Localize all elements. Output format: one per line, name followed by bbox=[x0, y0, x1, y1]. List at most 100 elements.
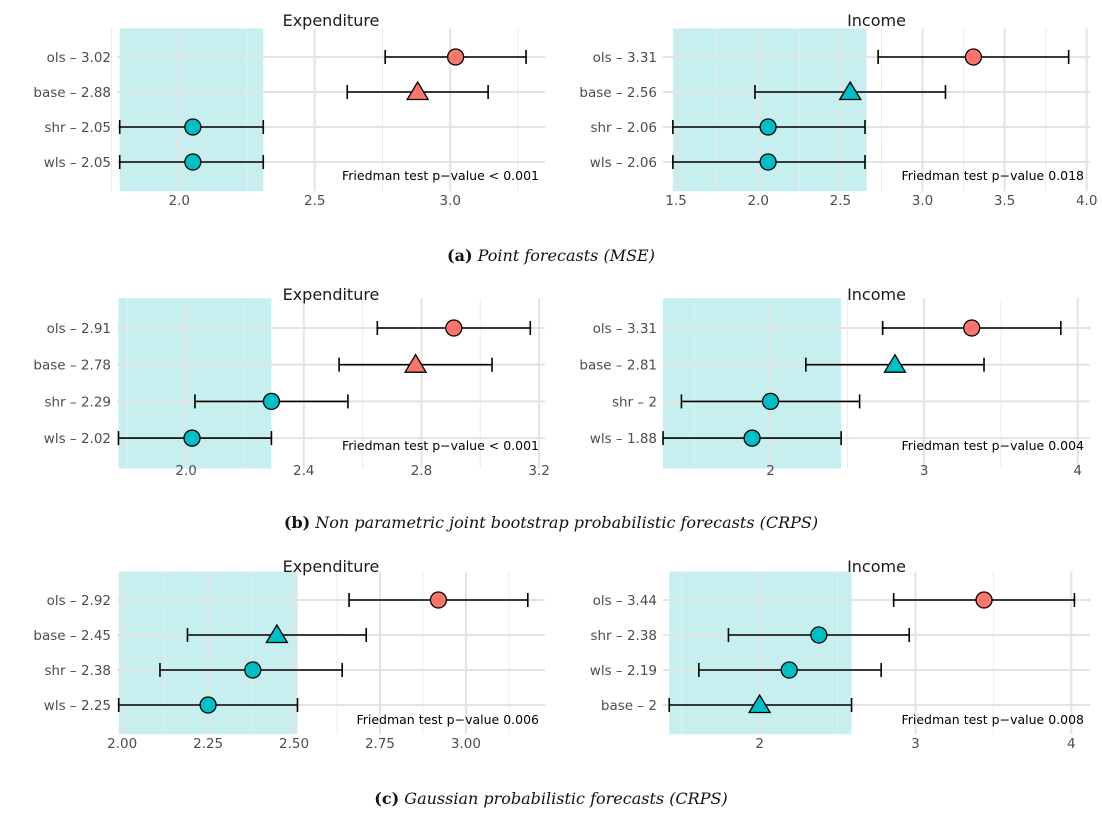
circle-marker bbox=[183, 429, 201, 447]
x-tick-label: 3.2 bbox=[528, 463, 549, 479]
friedman-pvalue: Friedman test p−value 0.018 bbox=[901, 168, 1084, 183]
y-tick-label: wls – 2.02 bbox=[44, 431, 111, 447]
triangle-marker bbox=[265, 623, 289, 644]
y-tick-label: ols – 3.31 bbox=[593, 321, 657, 337]
x-tick-label: 2.0 bbox=[169, 193, 190, 209]
panel-a-expenditure: Expenditure 2.0 2.5 3.0 ols – 3.02 base – 2.8… bbox=[33, 11, 545, 209]
caption-a-text: Point forecasts (MSE) bbox=[477, 246, 655, 265]
x-tick-label: 2.25 bbox=[193, 736, 223, 752]
y-tick-label: ols – 2.92 bbox=[47, 593, 111, 609]
circle-marker bbox=[759, 118, 777, 136]
y-tick-label: wls – 2.06 bbox=[590, 155, 657, 171]
circle-marker bbox=[780, 661, 798, 679]
y-tick-label: base – 2 bbox=[601, 698, 657, 714]
y-tick-label: base – 2.45 bbox=[33, 628, 111, 644]
circle-marker bbox=[262, 392, 281, 411]
x-tick-label: 2.50 bbox=[279, 736, 309, 752]
x-tick-label: 3 bbox=[911, 736, 920, 752]
caption-c-text: Gaussian probabilistic forecasts (CRPS) bbox=[404, 789, 728, 808]
x-tick-label: 2.00 bbox=[107, 736, 137, 752]
x-tick-label: 2.4 bbox=[293, 463, 314, 479]
x-tick-label: 4 bbox=[1067, 736, 1076, 752]
y-tick-label: ols – 3.44 bbox=[593, 593, 657, 609]
friedman-pvalue: Friedman test p−value < 0.001 bbox=[342, 438, 539, 453]
x-tick-label: 2 bbox=[755, 736, 764, 752]
panel-title: Expenditure bbox=[283, 285, 380, 304]
y-tick-label: shr – 2.38 bbox=[44, 663, 111, 679]
circle-marker bbox=[963, 319, 981, 337]
x-tick-label: 3.0 bbox=[912, 193, 933, 209]
x-tick-label: 2.75 bbox=[365, 736, 395, 752]
y-tick-label: shr – 2.29 bbox=[44, 394, 111, 410]
y-tick-label: base – 2.88 bbox=[33, 85, 111, 101]
panel-title: Expenditure bbox=[283, 11, 380, 30]
circle-marker bbox=[244, 661, 262, 679]
y-tick-label: wls – 2.05 bbox=[44, 155, 111, 171]
friedman-pvalue: Friedman test p−value 0.004 bbox=[901, 438, 1084, 453]
caption-a-tag: (a) bbox=[447, 246, 473, 265]
caption-a: (a) Point forecasts (MSE) bbox=[0, 246, 1102, 265]
y-tick-label: shr – 2.38 bbox=[590, 628, 657, 644]
x-tick-label: 2 bbox=[766, 463, 775, 479]
caption-b-text: Non parametric joint bootstrap probabili… bbox=[315, 513, 819, 532]
x-tick-label: 4.0 bbox=[1076, 193, 1097, 209]
circle-marker bbox=[184, 153, 202, 171]
x-tick-label: 2.5 bbox=[830, 193, 851, 209]
triangle-marker bbox=[403, 353, 428, 373]
caption-c: (c) Gaussian probabilistic forecasts (CR… bbox=[0, 789, 1102, 808]
panel-a-income: Income 1.5 2.0 2.5 3.0 3.5 4.0 ols – 3.31 base –… bbox=[579, 11, 1097, 209]
panel-title: Income bbox=[847, 557, 906, 576]
x-tick-label: 3 bbox=[920, 463, 929, 479]
panel-title: Expenditure bbox=[283, 557, 380, 576]
x-tick-label: 1.5 bbox=[665, 193, 686, 209]
y-tick-label: base – 2.56 bbox=[579, 85, 657, 101]
caption-b-tag: (b) bbox=[283, 513, 311, 532]
friedman-pvalue: Friedman test p−value 0.008 bbox=[901, 712, 1084, 727]
triangle-marker bbox=[883, 353, 907, 373]
circle-marker bbox=[761, 392, 780, 411]
y-tick-label: wls – 2.19 bbox=[590, 663, 657, 679]
x-tick-label: 2.5 bbox=[304, 193, 325, 209]
triangle-marker bbox=[747, 693, 772, 714]
y-tick-label: wls – 1.88 bbox=[590, 431, 657, 447]
y-tick-label: base – 2.81 bbox=[579, 358, 657, 374]
panel-b-income: Income 2 3 4 ols – 3.31 base – 2.81 shr – 2 wls… bbox=[579, 285, 1090, 479]
panel-title: Income bbox=[847, 285, 906, 304]
x-tick-label: 2.8 bbox=[411, 463, 432, 479]
circle-marker bbox=[810, 626, 828, 644]
y-tick-label: base – 2.78 bbox=[33, 358, 111, 374]
triangle-marker bbox=[838, 80, 862, 101]
panel-title: Income bbox=[847, 11, 906, 30]
circle-marker bbox=[743, 429, 761, 447]
friedman-pvalue: Friedman test p−value 0.006 bbox=[356, 712, 539, 727]
panel-c-income: Income 2 3 4 ols – 3.44 shr – 2.38 wls – 2.19 b… bbox=[590, 557, 1090, 752]
panel-c-expenditure: Expenditure 2.00 2.25 2.50 2.75 3.00 ols – 2.9… bbox=[33, 557, 545, 752]
circle-marker bbox=[759, 153, 777, 171]
circle-marker bbox=[964, 48, 983, 66]
x-tick-label: 3.00 bbox=[451, 736, 481, 752]
y-tick-label: ols – 3.02 bbox=[47, 50, 111, 66]
y-tick-label: shr – 2 bbox=[612, 394, 657, 410]
circle-marker bbox=[446, 48, 465, 66]
circle-marker bbox=[445, 319, 463, 337]
circle-marker bbox=[429, 591, 448, 609]
y-tick-label: ols – 3.31 bbox=[593, 50, 657, 66]
x-tick-label: 2.0 bbox=[175, 463, 196, 479]
caption-c-tag: (c) bbox=[374, 789, 400, 808]
y-tick-label: shr – 2.06 bbox=[590, 120, 657, 136]
triangle-marker bbox=[406, 80, 430, 101]
y-tick-label: wls – 2.25 bbox=[44, 698, 111, 714]
x-tick-label: 3.0 bbox=[439, 193, 460, 209]
panel-b-expenditure: Expenditure 2.0 2.4 2.8 3.2 ols – 2.91 base – … bbox=[33, 285, 549, 479]
friedman-pvalue: Friedman test p−value < 0.001 bbox=[342, 168, 539, 183]
x-tick-label: 3.5 bbox=[994, 193, 1015, 209]
x-tick-label: 4 bbox=[1073, 463, 1082, 479]
caption-b: (b) Non parametric joint bootstrap proba… bbox=[0, 513, 1102, 532]
y-tick-label: ols – 2.91 bbox=[47, 321, 111, 337]
y-tick-label: shr – 2.05 bbox=[44, 120, 111, 136]
circle-marker bbox=[975, 591, 993, 609]
circle-marker bbox=[199, 696, 217, 714]
circle-marker bbox=[184, 118, 202, 136]
x-tick-label: 2.0 bbox=[748, 193, 769, 209]
